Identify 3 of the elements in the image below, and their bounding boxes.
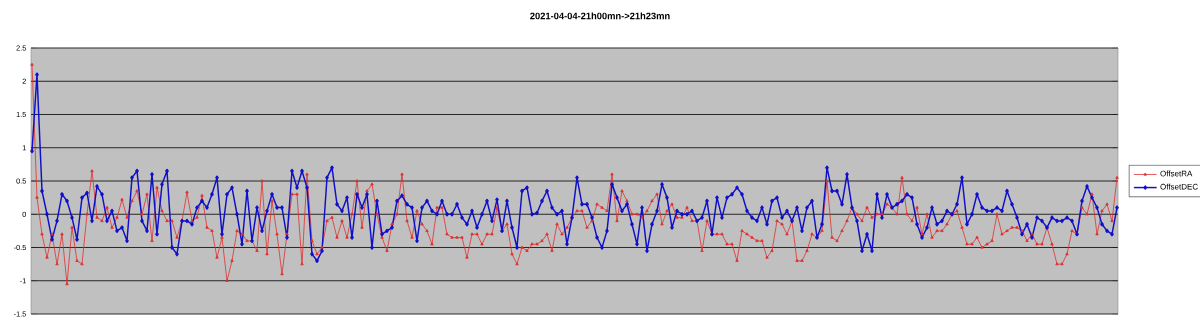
chart-title: 2021-04-04-21h00mn->21h23mn (530, 12, 670, 20)
legend-label: OffsetRA (1160, 170, 1193, 177)
legend-label: OffsetDEC (1160, 183, 1198, 190)
